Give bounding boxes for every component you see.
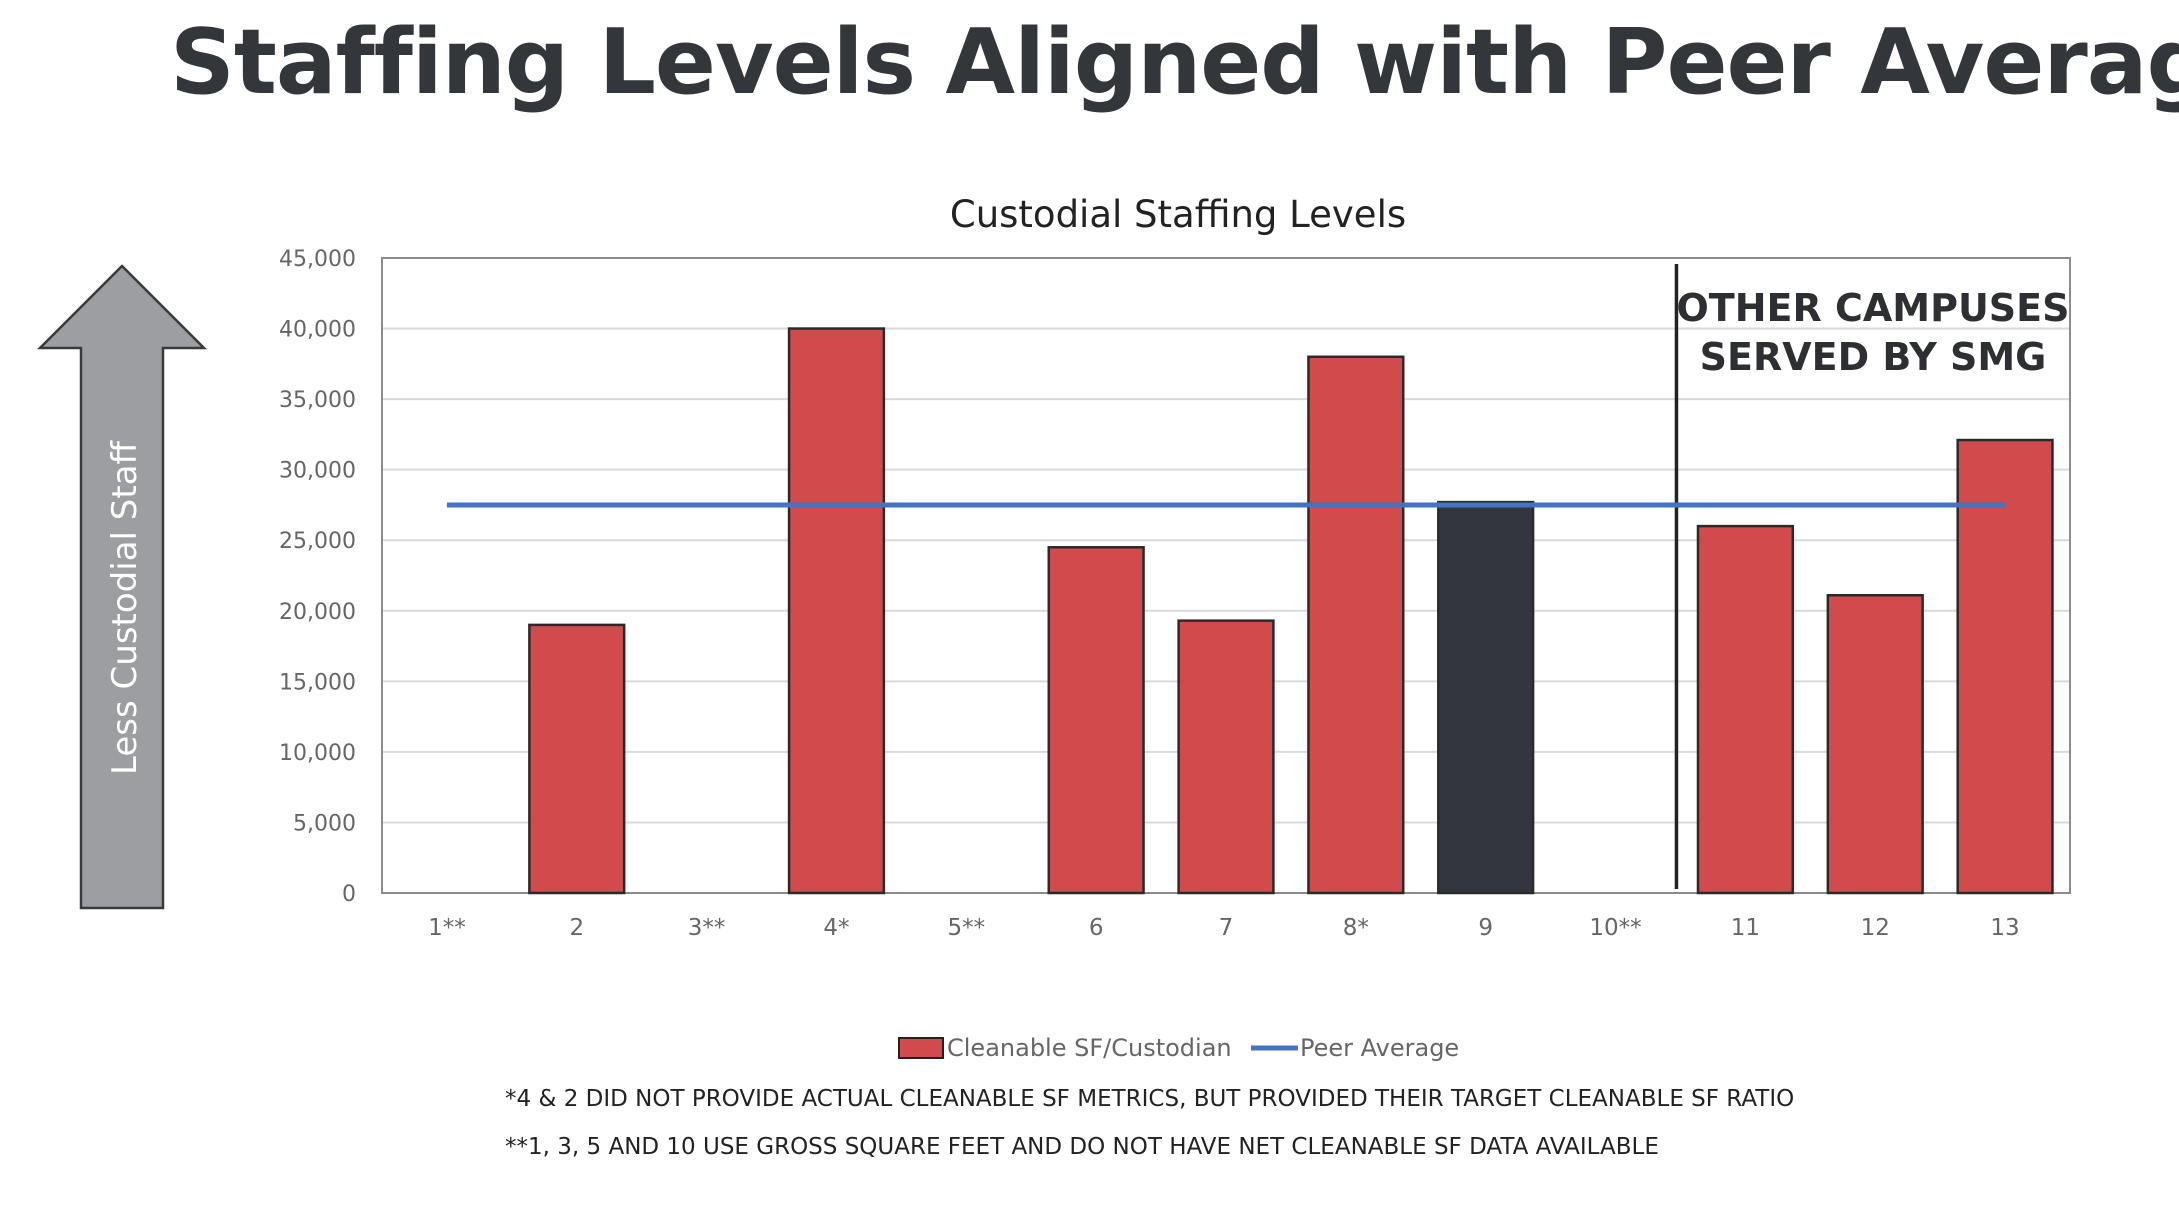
- x-tick-label: 4*: [823, 915, 849, 941]
- bar-11: [1696, 524, 1795, 895]
- y-tick-label: 10,000: [279, 741, 356, 766]
- legend-bar-label: Cleanable SF/Custodian: [947, 1034, 1232, 1062]
- y-tick-label: 20,000: [279, 600, 356, 625]
- x-tick-label: 13: [1990, 915, 2019, 941]
- other-campuses-annotation: OTHER CAMPUSES SERVED BY SMG: [1677, 286, 2070, 379]
- bar-13: [1956, 438, 2054, 895]
- bar-4: [787, 327, 886, 895]
- legend-bar-swatch: [898, 1037, 944, 1059]
- y-tick-label: 40,000: [279, 318, 356, 343]
- footnote-2: **1, 3, 5 AND 10 USE GROSS SQUARE FEET A…: [505, 1134, 1659, 1160]
- x-tick-label: 12: [1861, 915, 1890, 941]
- x-tick-label: 8*: [1343, 915, 1369, 941]
- bar-6: [1047, 546, 1145, 895]
- chart-title: Custodial Staffing Levels: [950, 193, 1406, 236]
- x-tick-label: 9: [1478, 915, 1493, 941]
- less-staff-arrow: Less Custodial Staff: [36, 264, 208, 910]
- bar-9: [1437, 500, 1535, 895]
- footnote-1: *4 & 2 DID NOT PROVIDE ACTUAL CLEANABLE …: [505, 1086, 1795, 1112]
- arrow-label: Less Custodial Staff: [105, 439, 145, 774]
- y-tick-label: 45,000: [279, 247, 356, 272]
- y-tick-label: 5,000: [293, 811, 356, 836]
- bar-12: [1826, 594, 1924, 895]
- y-tick-label: 15,000: [279, 670, 356, 695]
- legend-line-label: Peer Average: [1300, 1034, 1459, 1062]
- x-tick-label: 1**: [428, 915, 466, 941]
- bar-8: [1307, 355, 1405, 895]
- y-tick-label: 25,000: [279, 529, 356, 554]
- y-tick-label: 0: [342, 882, 356, 907]
- y-tick-label: 35,000: [279, 388, 356, 413]
- bar-2: [528, 623, 626, 895]
- x-axis-ticks: 1** 2 3** 4* 5** 6 7 8* 9 10** 11 12 13: [428, 915, 2020, 941]
- x-tick-label: 7: [1219, 915, 1234, 941]
- x-tick-label: 5**: [947, 915, 985, 941]
- x-tick-label: 3**: [688, 915, 726, 941]
- x-tick-label: 2: [569, 915, 584, 941]
- y-axis-ticks: 0 5,000 10,000 15,000 20,000 25,000 30,000 35,0…: [279, 247, 356, 907]
- legend: Cleanable SF/Custodian Peer Average: [898, 1034, 1459, 1062]
- annotation-line-1: OTHER CAMPUSES: [1677, 286, 2070, 330]
- bar-7: [1177, 619, 1275, 895]
- annotation-line-2: SERVED BY SMG: [1700, 335, 2047, 379]
- up-arrow-icon: [36, 264, 208, 910]
- x-tick-label: 10**: [1589, 915, 1641, 941]
- x-tick-label: 6: [1089, 915, 1104, 941]
- bars: [528, 327, 2054, 895]
- slide-title: Staffing Levels Aligned with Peer Averag…: [170, 10, 2179, 115]
- x-tick-label: 11: [1731, 915, 1760, 941]
- y-tick-label: 30,000: [279, 459, 356, 484]
